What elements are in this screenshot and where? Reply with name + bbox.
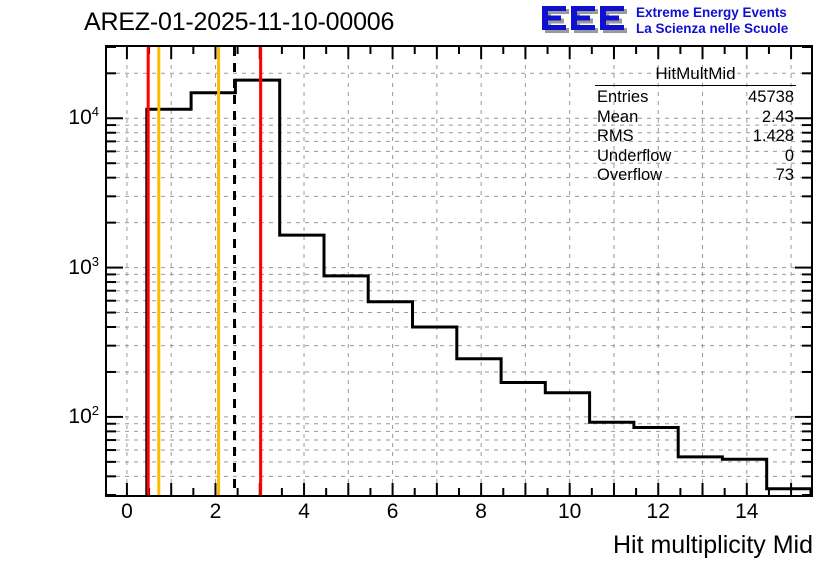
stats-row-key: Underflow — [597, 146, 672, 165]
stats-row-value: 73 — [775, 166, 794, 184]
x-tick-label: 4 — [298, 500, 310, 523]
x-tick-label: 12 — [646, 500, 670, 523]
y-tick-label: 104 — [68, 104, 99, 130]
eee-logo-text: Extreme Energy Events La Scienza nelle S… — [636, 5, 788, 37]
stats-row-value: 1.428 — [752, 127, 794, 145]
x-tick-label: 10 — [558, 500, 582, 523]
stats-row-key: RMS — [597, 127, 634, 145]
x-tick-label: 0 — [121, 500, 133, 523]
x-tick-label: 14 — [735, 500, 759, 523]
stats-box-divider — [595, 85, 796, 86]
y-tick-label: 103 — [68, 253, 99, 279]
eee-logo-line2: La Scienza nelle Scuole — [636, 21, 789, 36]
stats-box-title: HitMultMid — [655, 64, 736, 83]
x-axis-title: Hit multiplicity Mid — [612, 531, 813, 559]
stats-box: HitMultMid Entries 45738 Mean 2.43 RMS 1.428 U… — [593, 64, 798, 200]
plot-area — [107, 47, 811, 495]
stats-row: Underflow 0 — [593, 147, 798, 167]
plot-frame — [105, 45, 813, 497]
eee-logo: Extreme Energy Events La Scienza nelle S… — [540, 2, 832, 40]
stats-row-value: 0 — [784, 146, 794, 165]
x-tick-label: 2 — [209, 500, 222, 523]
x-tick-label: 8 — [475, 500, 487, 523]
stats-row: Entries 45738 — [593, 88, 798, 108]
stats-row: Overflow 73 — [593, 166, 798, 186]
stats-rows: Entries 45738 Mean 2.43 RMS 1.428 Underflow 0 Ov… — [593, 88, 798, 186]
stats-row: Mean 2.43 — [593, 108, 798, 128]
histogram-outline — [145, 78, 811, 495]
page-title: AREZ-01-2025-11-10-00006 — [84, 8, 395, 36]
stats-row: RMS 1.428 — [593, 127, 798, 147]
stats-row-value: 45738 — [748, 88, 794, 106]
eee-logo-icon — [542, 6, 627, 33]
stats-row-key: Overflow — [597, 166, 663, 184]
stats-row-key: Mean — [597, 107, 639, 126]
eee-logo-line1: Extreme Energy Events — [636, 5, 787, 20]
x-tick-label: 6 — [386, 500, 399, 523]
stats-row-value: 2.43 — [761, 107, 794, 126]
histogram-svg — [107, 47, 811, 495]
y-tick-label: 102 — [68, 402, 99, 428]
stats-row-key: Entries — [597, 88, 649, 106]
